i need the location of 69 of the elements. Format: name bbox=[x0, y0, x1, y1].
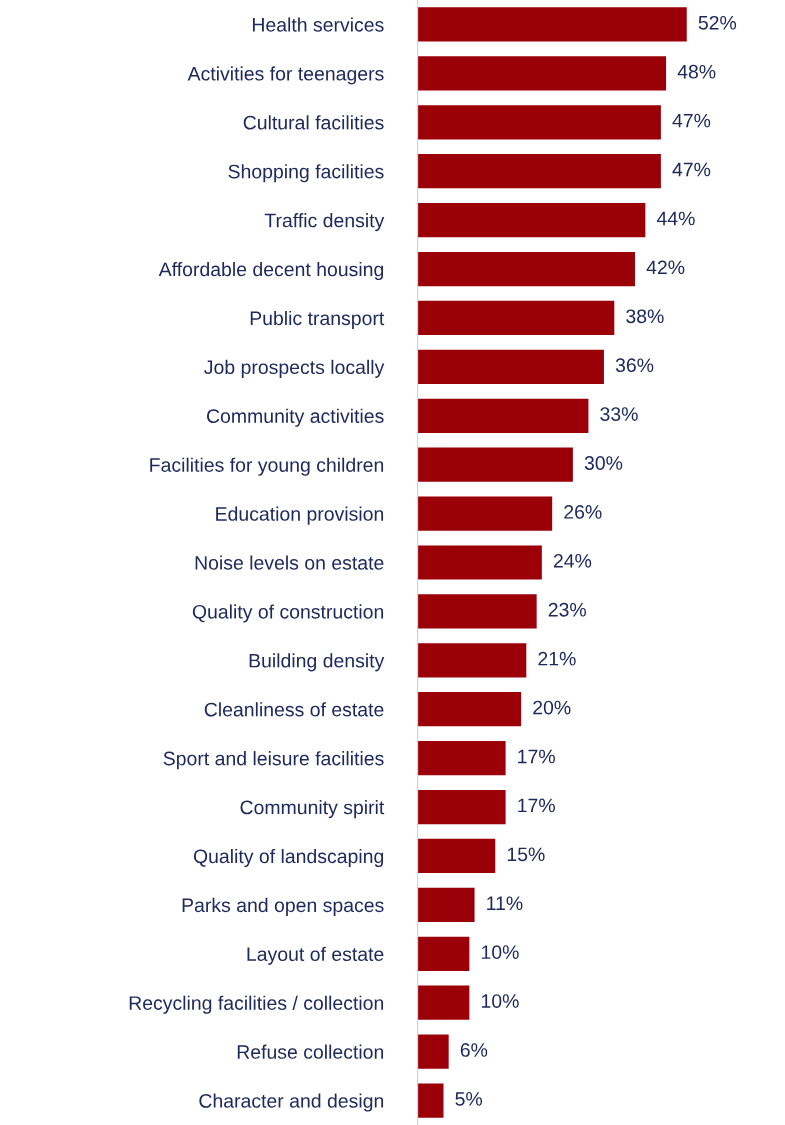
data-label: 20% bbox=[533, 700, 571, 715]
y-tick-label: Character and design bbox=[199, 1093, 384, 1112]
bar bbox=[417, 887, 475, 923]
y-tick-label: Quality of construction bbox=[192, 604, 384, 623]
data-label: 10% bbox=[481, 994, 519, 1008]
y-tick-label: Activities for teenagers bbox=[187, 66, 384, 85]
bar bbox=[417, 496, 553, 531]
bar bbox=[417, 692, 522, 727]
data-label: 30% bbox=[584, 456, 623, 470]
data-label: 36% bbox=[615, 358, 654, 373]
data-label: 23% bbox=[548, 602, 586, 617]
data-label: 17% bbox=[518, 798, 555, 813]
y-tick-label: Community activities bbox=[207, 408, 384, 427]
data-label: 10% bbox=[481, 945, 519, 960]
data-label: 17% bbox=[518, 749, 555, 764]
bar bbox=[417, 985, 470, 1020]
data-label: 42% bbox=[646, 260, 685, 275]
y-tick-label: Parks and open spaces bbox=[182, 897, 384, 916]
y-tick-label: Sport and leisure facilities bbox=[163, 751, 384, 770]
y-tick-label: Job prospects locally bbox=[204, 359, 385, 378]
data-label: 26% bbox=[564, 505, 602, 519]
bar bbox=[417, 349, 604, 384]
y-tick-label: Affordable decent housing bbox=[158, 261, 384, 281]
data-label: 47% bbox=[672, 162, 711, 177]
data-label: 33% bbox=[600, 407, 638, 421]
y-tick-label: Health services bbox=[252, 17, 384, 32]
data-label: 15% bbox=[507, 847, 545, 862]
data-label: 38% bbox=[626, 309, 664, 324]
data-label: 5% bbox=[455, 1092, 483, 1106]
bar bbox=[417, 105, 661, 140]
bar bbox=[417, 936, 470, 971]
y-tick-label: Recycling facilities / collection bbox=[129, 995, 384, 1014]
bar bbox=[417, 594, 537, 629]
y-tick-label: Education provision bbox=[216, 506, 384, 525]
y-tick-label: Cultural facilities bbox=[243, 115, 384, 130]
y-tick-label: Facilities for young children bbox=[150, 457, 384, 476]
bar bbox=[417, 1083, 444, 1118]
y-tick-label: Shopping facilities bbox=[228, 164, 384, 183]
y-tick-label: Cleanliness of estate bbox=[204, 702, 384, 717]
y-tick-label: Quality of landscaping bbox=[193, 848, 384, 868]
bar bbox=[417, 251, 635, 287]
data-label: 24% bbox=[553, 553, 592, 568]
bar bbox=[417, 154, 661, 189]
bar bbox=[417, 56, 667, 91]
data-label: 48% bbox=[677, 64, 716, 79]
data-label: 6% bbox=[460, 1043, 488, 1057]
bar bbox=[417, 789, 506, 825]
bar bbox=[417, 300, 615, 336]
data-label: 11% bbox=[487, 896, 523, 911]
bar bbox=[417, 643, 527, 678]
y-tick-label: Building density bbox=[249, 653, 385, 672]
bar bbox=[417, 1034, 449, 1069]
bar bbox=[417, 838, 496, 874]
bar bbox=[417, 202, 646, 238]
data-label: 44% bbox=[656, 211, 695, 226]
y-tick-label: Noise levels on estate bbox=[195, 555, 384, 570]
y-tick-label: Layout of estate bbox=[247, 946, 384, 965]
bar bbox=[417, 545, 542, 580]
bar bbox=[417, 447, 573, 482]
bar bbox=[417, 7, 687, 42]
data-label: 52% bbox=[698, 15, 737, 30]
y-tick-label: Community spirit bbox=[240, 800, 385, 819]
data-label: 47% bbox=[672, 113, 711, 128]
bar bbox=[417, 398, 589, 433]
y-tick-label: Public transport bbox=[250, 310, 385, 330]
y-tick-label: Refuse collection bbox=[237, 1044, 384, 1059]
data-label: 21% bbox=[538, 651, 576, 666]
bar bbox=[417, 741, 506, 776]
y-tick-label: Traffic density bbox=[264, 213, 385, 232]
